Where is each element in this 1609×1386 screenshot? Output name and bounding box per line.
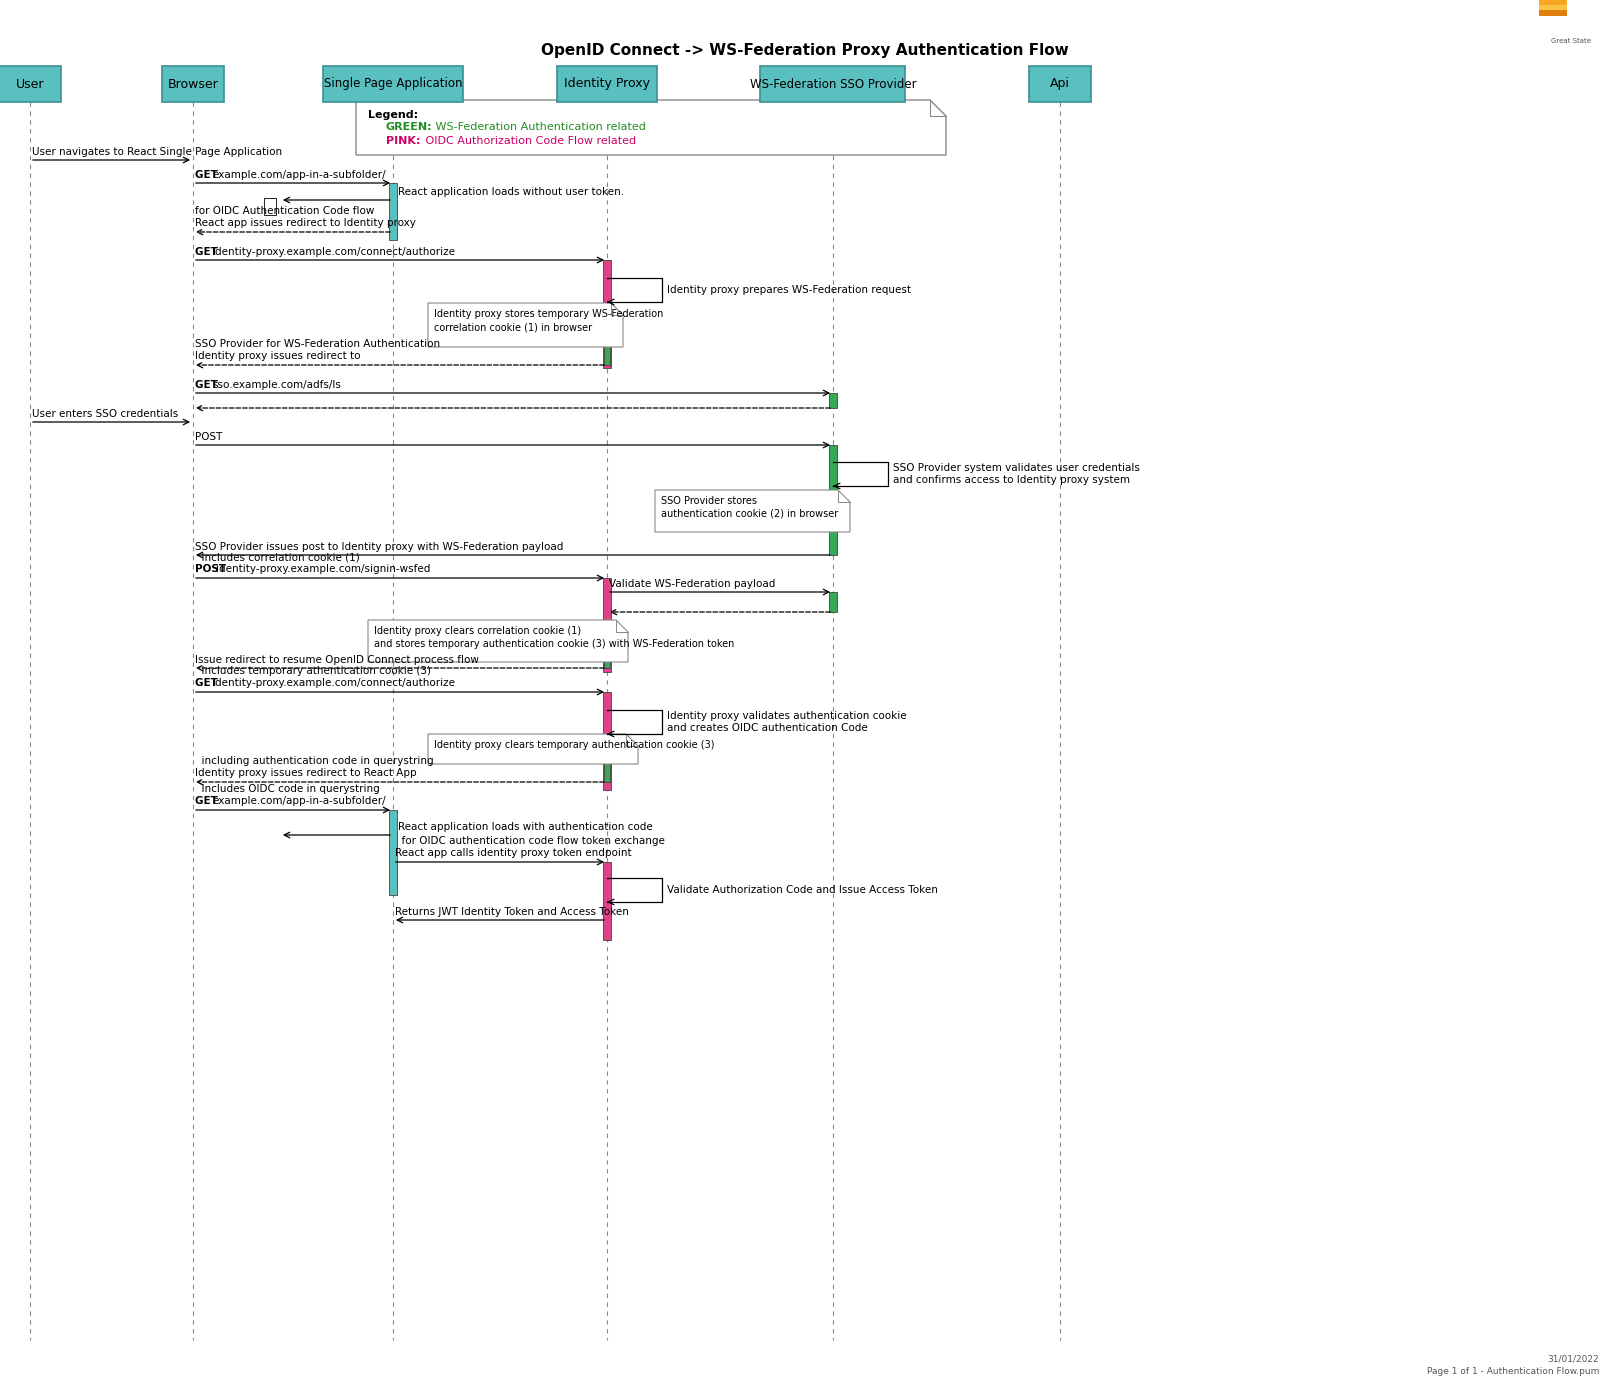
Text: Identity proxy validates authentication cookie: Identity proxy validates authentication …: [668, 711, 906, 721]
Text: Page 1 of 1 - Authentication Flow.pum: Page 1 of 1 - Authentication Flow.pum: [1427, 1367, 1599, 1376]
Text: User navigates to React Single Page Application: User navigates to React Single Page Appl…: [32, 147, 282, 157]
Text: POST: POST: [195, 432, 222, 442]
Text: Identity proxy clears temporary authentication cookie (3): Identity proxy clears temporary authenti…: [434, 740, 714, 750]
Text: Great State: Great State: [1551, 37, 1591, 44]
Text: Identity proxy issues redirect to React App: Identity proxy issues redirect to React …: [195, 768, 417, 778]
Text: sso.example.com/adfs/ls: sso.example.com/adfs/ls: [212, 380, 341, 389]
FancyBboxPatch shape: [1030, 67, 1091, 103]
FancyBboxPatch shape: [0, 67, 61, 103]
FancyBboxPatch shape: [323, 67, 463, 103]
Text: SSO Provider for WS-Federation Authentication: SSO Provider for WS-Federation Authentic…: [195, 340, 441, 349]
FancyBboxPatch shape: [603, 261, 611, 369]
Text: User enters SSO credentials: User enters SSO credentials: [32, 409, 179, 419]
Text: GET: GET: [195, 247, 222, 256]
Text: identity-proxy.example.com/signin-wsfed: identity-proxy.example.com/signin-wsfed: [217, 564, 431, 574]
Text: Single Page Application: Single Page Application: [323, 78, 462, 90]
FancyBboxPatch shape: [389, 809, 397, 895]
Text: Includes OIDC code in querystring: Includes OIDC code in querystring: [195, 784, 380, 794]
FancyBboxPatch shape: [603, 305, 610, 365]
FancyBboxPatch shape: [163, 67, 224, 103]
Text: and stores temporary authentication cookie (3) with WS-Federation token: and stores temporary authentication cook…: [373, 639, 734, 649]
Text: OpenID Connect -> WS-Federation Proxy Authentication Flow: OpenID Connect -> WS-Federation Proxy Au…: [541, 43, 1068, 57]
Text: Identity Proxy: Identity Proxy: [565, 78, 650, 90]
FancyBboxPatch shape: [1538, 6, 1567, 11]
Text: SSO Provider stores: SSO Provider stores: [661, 496, 756, 506]
FancyBboxPatch shape: [603, 862, 611, 940]
FancyBboxPatch shape: [389, 183, 397, 240]
Text: SSO Provider issues post to Identity proxy with WS-Federation payload: SSO Provider issues post to Identity pro…: [195, 542, 563, 552]
Text: Identity proxy stores temporary WS-Federation: Identity proxy stores temporary WS-Feder…: [434, 309, 663, 319]
Text: example.com/app-in-a-subfolder/: example.com/app-in-a-subfolder/: [212, 796, 386, 807]
Text: React app issues redirect to Identity proxy: React app issues redirect to Identity pr…: [195, 218, 415, 229]
Text: Identity proxy issues redirect to: Identity proxy issues redirect to: [195, 351, 360, 360]
Polygon shape: [356, 100, 946, 155]
Text: Includes correlation cookie (1): Includes correlation cookie (1): [195, 552, 360, 561]
Polygon shape: [428, 304, 623, 346]
Text: for OIDC authentication code flow token exchange: for OIDC authentication code flow token …: [394, 836, 665, 845]
Text: and creates OIDC authentication Code: and creates OIDC authentication Code: [668, 723, 867, 733]
Text: WS-Federation SSO Provider: WS-Federation SSO Provider: [750, 78, 916, 90]
FancyBboxPatch shape: [1538, 10, 1567, 17]
Text: React app calls identity proxy token endpoint: React app calls identity proxy token end…: [394, 848, 632, 858]
FancyBboxPatch shape: [829, 445, 837, 554]
Text: Identity proxy prepares WS-Federation request: Identity proxy prepares WS-Federation re…: [668, 286, 911, 295]
Text: correlation cookie (1) in browser: correlation cookie (1) in browser: [434, 322, 592, 333]
Text: for OIDC Authentication Code flow: for OIDC Authentication Code flow: [195, 207, 375, 216]
Text: including authentication code in querystring: including authentication code in queryst…: [195, 755, 433, 766]
Text: User: User: [16, 78, 45, 90]
Text: GREEN:: GREEN:: [386, 122, 433, 132]
Text: and confirms access to Identity proxy system: and confirms access to Identity proxy sy…: [893, 475, 1130, 485]
Text: SSO Provider system validates user credentials: SSO Provider system validates user crede…: [893, 463, 1139, 473]
Text: authentication cookie (2) in browser: authentication cookie (2) in browser: [661, 509, 838, 518]
Text: Validate WS-Federation payload: Validate WS-Federation payload: [608, 579, 776, 589]
Text: WS-Federation Authentication related: WS-Federation Authentication related: [431, 122, 645, 132]
Text: Browser: Browser: [167, 78, 219, 90]
Text: React application loads with authentication code: React application loads with authenticat…: [397, 822, 653, 832]
Polygon shape: [655, 491, 850, 532]
Text: GET: GET: [195, 796, 222, 807]
Polygon shape: [368, 620, 628, 663]
Text: React application loads without user token.: React application loads without user tok…: [397, 187, 624, 197]
Text: Legend:: Legend:: [368, 109, 418, 121]
Text: GET: GET: [195, 380, 222, 389]
Text: POST: POST: [195, 564, 230, 574]
Text: Returns JWT Identity Token and Access Token: Returns JWT Identity Token and Access To…: [394, 906, 629, 918]
Polygon shape: [428, 735, 639, 764]
Text: identity-proxy.example.com/connect/authorize: identity-proxy.example.com/connect/autho…: [212, 247, 455, 256]
Text: GET: GET: [195, 170, 222, 180]
Text: identity-proxy.example.com/connect/authorize: identity-proxy.example.com/connect/autho…: [212, 678, 455, 687]
FancyBboxPatch shape: [761, 67, 906, 103]
FancyBboxPatch shape: [264, 198, 277, 215]
FancyBboxPatch shape: [557, 67, 656, 103]
FancyBboxPatch shape: [1538, 0, 1567, 6]
Text: 31/01/2022: 31/01/2022: [1548, 1356, 1599, 1364]
Text: OIDC Authorization Code Flow related: OIDC Authorization Code Flow related: [422, 136, 636, 146]
Text: example.com/app-in-a-subfolder/: example.com/app-in-a-subfolder/: [212, 170, 386, 180]
Text: Includes temporary athentication cookie (3): Includes temporary athentication cookie …: [195, 667, 431, 676]
FancyBboxPatch shape: [603, 736, 610, 782]
Text: Validate Authorization Code and Issue Access Token: Validate Authorization Code and Issue Ac…: [668, 886, 938, 895]
FancyBboxPatch shape: [829, 394, 837, 407]
Text: Identity proxy clears correlation cookie (1): Identity proxy clears correlation cookie…: [373, 626, 581, 636]
Text: PINK:: PINK:: [386, 136, 420, 146]
FancyBboxPatch shape: [829, 592, 837, 613]
Text: Api: Api: [1051, 78, 1070, 90]
FancyBboxPatch shape: [603, 692, 611, 790]
FancyBboxPatch shape: [603, 622, 610, 668]
Text: GET: GET: [195, 678, 222, 687]
Text: Issue redirect to resume OpenID Connect process flow: Issue redirect to resume OpenID Connect …: [195, 656, 479, 665]
FancyBboxPatch shape: [603, 578, 611, 672]
